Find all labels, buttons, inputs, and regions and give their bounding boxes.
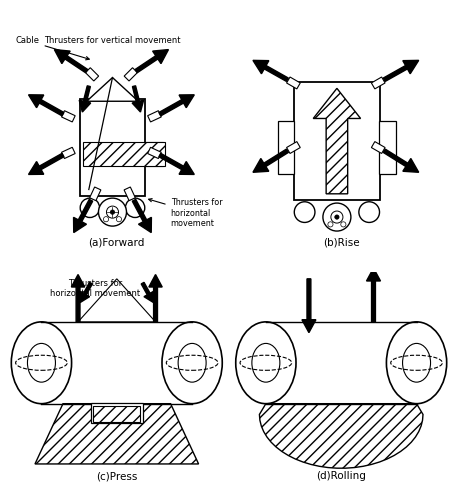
Text: (d)Rolling: (d)Rolling <box>316 471 366 481</box>
FancyArrow shape <box>132 200 152 232</box>
FancyArrow shape <box>74 200 93 232</box>
Circle shape <box>294 202 315 222</box>
Text: Cable: Cable <box>16 36 89 60</box>
Polygon shape <box>90 187 101 200</box>
FancyArrow shape <box>159 154 194 174</box>
FancyArrow shape <box>135 50 169 72</box>
Ellipse shape <box>403 344 431 382</box>
Polygon shape <box>287 77 300 89</box>
FancyArrow shape <box>132 86 144 112</box>
FancyArrow shape <box>383 60 419 82</box>
Polygon shape <box>147 148 161 158</box>
FancyArrow shape <box>71 274 85 322</box>
Polygon shape <box>124 68 137 81</box>
Ellipse shape <box>252 344 280 382</box>
Polygon shape <box>259 404 423 468</box>
FancyArrow shape <box>159 95 194 116</box>
FancyArrow shape <box>253 149 289 172</box>
Circle shape <box>110 210 114 214</box>
Ellipse shape <box>162 322 222 404</box>
Circle shape <box>323 203 351 231</box>
Circle shape <box>335 215 339 219</box>
FancyArrow shape <box>302 279 316 332</box>
FancyArrow shape <box>149 274 162 322</box>
Circle shape <box>328 222 333 227</box>
FancyArrow shape <box>79 86 91 112</box>
Bar <box>379 120 396 174</box>
Circle shape <box>116 216 121 222</box>
Polygon shape <box>371 142 385 154</box>
Ellipse shape <box>387 322 447 404</box>
Circle shape <box>104 216 109 222</box>
FancyArrow shape <box>28 95 64 116</box>
Ellipse shape <box>236 322 296 404</box>
Polygon shape <box>61 110 75 122</box>
Bar <box>294 82 380 200</box>
Bar <box>145 142 163 166</box>
Polygon shape <box>35 404 199 464</box>
Circle shape <box>80 198 99 218</box>
Polygon shape <box>61 148 75 158</box>
Bar <box>93 406 141 422</box>
FancyArrow shape <box>383 149 419 172</box>
Polygon shape <box>85 68 98 81</box>
FancyArrow shape <box>55 50 88 72</box>
Circle shape <box>125 198 145 218</box>
Polygon shape <box>313 88 360 194</box>
Polygon shape <box>124 187 135 200</box>
FancyArrow shape <box>28 154 64 174</box>
Bar <box>91 403 142 423</box>
Text: (c)Press: (c)Press <box>96 471 137 481</box>
Text: (b)Rise: (b)Rise <box>323 238 360 248</box>
FancyArrow shape <box>80 282 93 302</box>
Polygon shape <box>147 110 161 122</box>
Bar <box>80 99 145 196</box>
FancyArrow shape <box>253 60 289 82</box>
Circle shape <box>331 211 343 223</box>
FancyArrow shape <box>141 282 153 302</box>
Text: Thrusters for vertical movement: Thrusters for vertical movement <box>44 36 181 44</box>
FancyArrow shape <box>366 268 381 322</box>
Text: Thrusters for
horizontal movement: Thrusters for horizontal movement <box>50 279 140 298</box>
Text: Thrusters for
horizontal
movement: Thrusters for horizontal movement <box>149 198 222 228</box>
Ellipse shape <box>178 344 206 382</box>
Bar <box>83 142 165 166</box>
Circle shape <box>106 206 119 218</box>
Circle shape <box>98 198 126 226</box>
Polygon shape <box>371 77 385 89</box>
Ellipse shape <box>27 344 55 382</box>
Polygon shape <box>87 78 138 102</box>
Text: (a)Forward: (a)Forward <box>88 238 145 248</box>
Ellipse shape <box>11 322 71 404</box>
Polygon shape <box>287 142 300 154</box>
Circle shape <box>359 202 380 222</box>
Bar <box>278 120 294 174</box>
Circle shape <box>341 222 346 227</box>
